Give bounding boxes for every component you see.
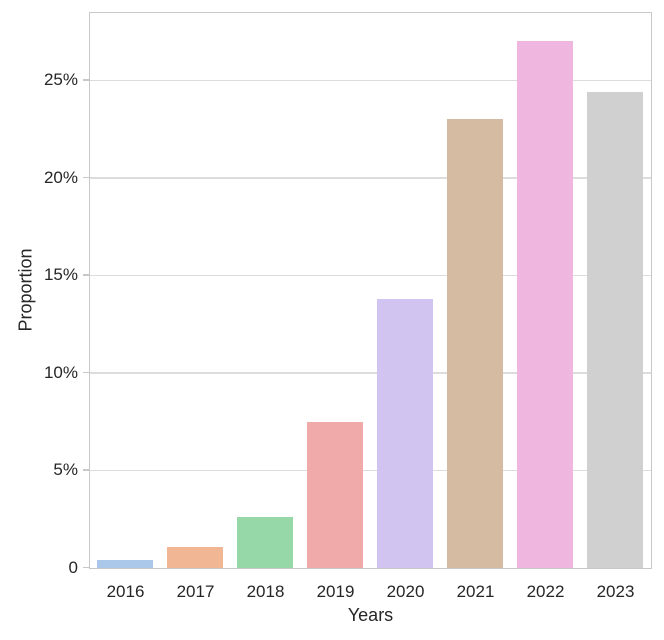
y-tick-label: 15%: [43, 265, 78, 285]
x-tick-label-2016: 2016: [106, 582, 145, 601]
x-tick-label-2023: 2023: [596, 582, 635, 601]
x-tick-label-2018: 2018: [246, 582, 285, 601]
y-tick-label: 10%: [43, 362, 78, 382]
x-tick-label-2019: 2019: [316, 582, 355, 601]
x-tick-label-2022: 2022: [526, 582, 565, 601]
gridline-5pct: [90, 469, 651, 472]
x-axis-title: Years: [347, 605, 394, 625]
gridline-15pct: [90, 274, 651, 277]
y-axis-tick: [83, 566, 89, 569]
gridline-25pct: [90, 79, 651, 82]
plot-area: [89, 12, 652, 569]
y-axis-tick: [83, 79, 89, 81]
gridline-10pct: [90, 372, 651, 374]
y-axis-tick: [83, 371, 89, 374]
bar-2020: [377, 298, 433, 568]
bar-2018: [237, 517, 293, 568]
bar-2016: [97, 560, 153, 568]
y-axis-tick: [83, 274, 89, 276]
gridline-20pct: [90, 177, 651, 179]
bar-2022: [517, 41, 573, 568]
y-tick-label: 20%: [43, 167, 78, 187]
plot-inner: [90, 13, 651, 568]
bar-2019: [307, 421, 363, 568]
x-tick-label-2021: 2021: [456, 582, 495, 601]
bar-2023: [587, 92, 643, 568]
bar-2017: [167, 546, 223, 568]
y-tick-label: 5%: [53, 460, 78, 480]
y-tick-label: 0: [68, 558, 78, 577]
y-tick-label: 25%: [43, 70, 78, 90]
y-axis-tick: [83, 469, 89, 471]
bar-2021: [447, 119, 503, 568]
y-axis-tick: [83, 176, 89, 179]
y-axis-title: Proportion: [15, 248, 36, 332]
x-tick-label-2020: 2020: [386, 582, 425, 601]
x-tick-label-2017: 2017: [176, 582, 215, 601]
